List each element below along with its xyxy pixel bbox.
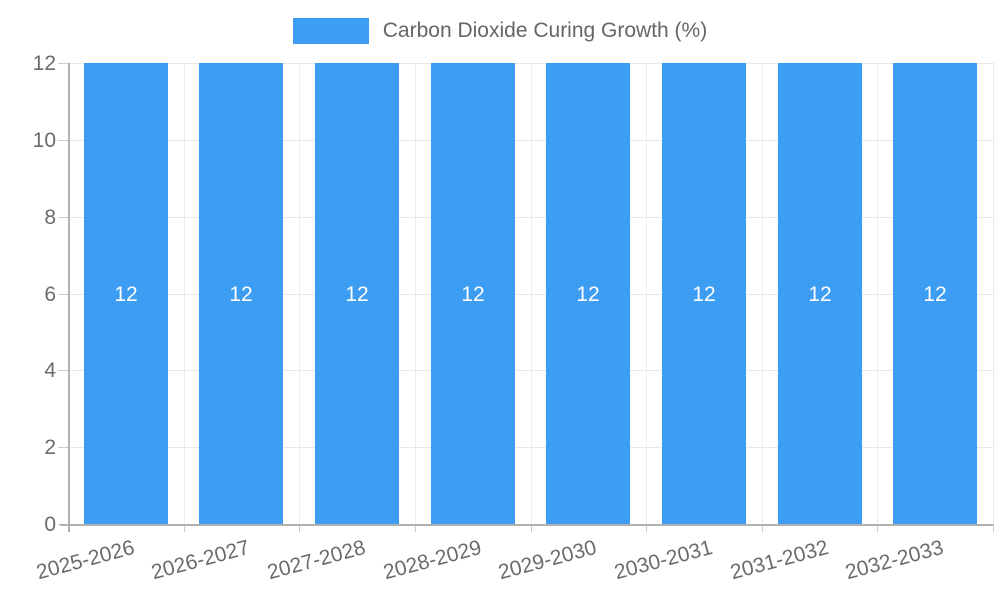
bar-2028-2029 [431,63,515,524]
x-tick-label: 2025-2026 [33,536,137,585]
bar-value-label: 12 [461,283,485,306]
x-tick-mark [530,524,532,532]
legend-item[interactable]: Carbon Dioxide Curing Growth (%) [292,18,708,44]
v-gridline [183,63,185,524]
bar-2031-2032 [778,63,862,524]
x-tick-label: 2032-2033 [843,536,947,585]
v-gridline [993,63,994,524]
bar-value-label: 12 [692,283,716,306]
y-tick-label: 2 [44,436,56,460]
bar-2029-2030 [546,63,630,524]
x-tick-mark [646,524,648,532]
legend-label: Carbon Dioxide Curing Growth (%) [382,19,708,42]
bar-2027-2028 [315,63,399,524]
x-tick-label: 2031-2032 [727,536,831,585]
y-tick-label: 4 [44,359,56,383]
bar-2032-2033 [893,63,977,524]
y-tick-label: 0 [44,513,56,536]
chart-legend: Carbon Dioxide Curing Growth (%) [0,18,1000,44]
bar-value-label: 12 [114,283,138,306]
v-gridline [761,63,763,524]
bar-value-label: 12 [229,283,253,306]
x-tick-mark [761,524,763,532]
bar-value-label: 12 [923,283,947,306]
v-gridline [299,63,301,524]
y-tick-mark [58,447,68,449]
x-tick-mark [993,524,994,532]
v-gridline [414,63,416,524]
x-tick-label: 2029-2030 [496,536,600,585]
y-tick-label: 8 [44,205,56,229]
x-tick-label: 2027-2028 [265,536,369,585]
plot-area [68,63,994,524]
y-tick-mark [58,216,68,218]
bar-value-label: 12 [576,283,600,306]
x-tick-label: 2030-2031 [611,536,715,585]
x-tick-mark [299,524,301,532]
x-tick-label: 2026-2027 [149,536,253,585]
y-tick-label: 10 [32,128,56,152]
y-tick-mark [58,63,68,64]
y-tick-mark [58,139,68,141]
x-axis-line [60,524,993,526]
y-tick-label: 6 [44,282,56,306]
v-gridline [530,63,532,524]
x-tick-mark [183,524,185,532]
bar-2030-2031 [662,63,746,524]
bar-2025-2026 [84,63,168,524]
v-gridline [877,63,879,524]
y-tick-mark [58,370,68,372]
bar-value-label: 12 [808,283,832,306]
bar-value-label: 12 [345,283,369,306]
v-gridline [646,63,648,524]
x-tick-mark [877,524,879,532]
y-tick-mark [58,293,68,295]
x-tick-mark [414,524,416,532]
x-tick-label: 2028-2029 [380,536,484,585]
y-tick-label: 12 [32,52,56,75]
bar-2026-2027 [199,63,283,524]
legend-color-swatch [292,18,369,44]
y-axis-line [68,63,70,532]
